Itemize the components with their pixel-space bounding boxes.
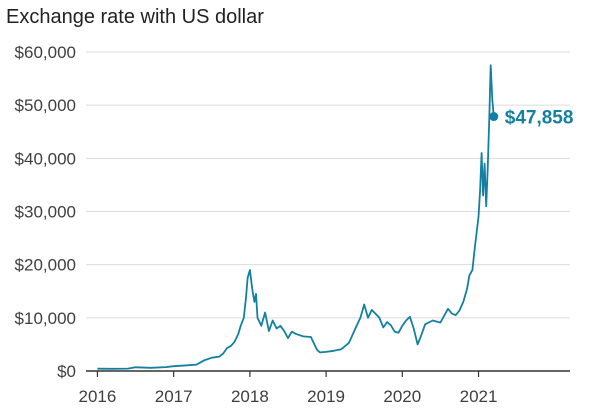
- x-tick-label: 2017: [155, 387, 193, 406]
- x-tick-label: 2021: [460, 387, 498, 406]
- series-line-btc-usd: [97, 64, 495, 370]
- y-tick-label: $40,000: [15, 149, 76, 168]
- y-tick-label: $30,000: [15, 203, 76, 222]
- x-tick-label: 2016: [79, 387, 117, 406]
- y-tick-label: $0: [57, 362, 76, 381]
- y-tick-label: $60,000: [15, 43, 76, 62]
- x-tick-label: 2020: [383, 387, 421, 406]
- x-tick-label: 2019: [307, 387, 345, 406]
- y-tick-label: $10,000: [15, 309, 76, 328]
- end-point-marker: [489, 112, 499, 122]
- x-tick-label: 2018: [231, 387, 269, 406]
- y-tick-label: $20,000: [15, 256, 76, 275]
- chart-subtitle: Exchange rate with US dollar: [6, 6, 264, 28]
- y-tick-label: $50,000: [15, 96, 76, 115]
- end-value-label: $47,858: [505, 108, 574, 129]
